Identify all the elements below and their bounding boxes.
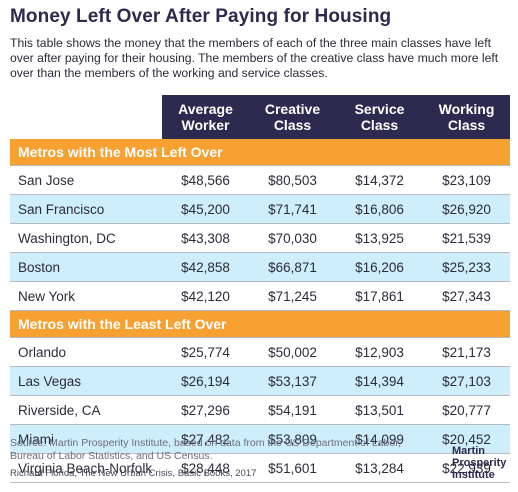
value-cell: $42,120 <box>162 281 249 311</box>
value-cell: $14,099 <box>336 424 423 454</box>
table-row: Las Vegas $26,194 $53,137 $14,394 $27,103 <box>10 366 510 396</box>
value-cell: $42,858 <box>162 252 249 282</box>
metro-name-cell: San Francisco <box>10 194 162 224</box>
value-cell: $53,137 <box>249 366 336 396</box>
table-row: New York $42,120 $71,245 $17,861 $27,343 <box>10 281 510 311</box>
table-row: San Francisco $45,200 $71,741 $16,806 $26,92… <box>10 194 510 224</box>
table-row: Washington, DC $43,308 $70,030 $13,925 $21,5… <box>10 223 510 253</box>
value-cell: $27,482 <box>162 424 249 454</box>
metro-name-cell: Boston <box>10 252 162 282</box>
table-row: Miami $27,482 $53,809 $14,099 $20,452 <box>10 424 510 454</box>
metro-name-cell: Orlando <box>10 337 162 367</box>
value-cell: $48,566 <box>162 165 249 195</box>
section-label: Metros with the Most Left Over <box>10 139 510 166</box>
value-cell: $14,372 <box>336 165 423 195</box>
value-cell: $23,109 <box>423 165 510 195</box>
table-body: Metros with the Most Left Over San Jose $4… <box>10 139 510 483</box>
metro-name-cell: Miami <box>10 424 162 454</box>
value-cell: $21,539 <box>423 223 510 253</box>
table-row: Virginia Beach-Norfolk $28,448 $51,601 $13,… <box>10 453 510 483</box>
value-cell: $26,920 <box>423 194 510 224</box>
value-cell: $54,191 <box>249 395 336 425</box>
section-header-row: Metros with the Least Left Over <box>10 310 510 338</box>
page-subtitle: This table shows the money that the memb… <box>10 36 499 80</box>
section-header-row: Metros with the Most Left Over <box>10 139 510 166</box>
column-header-service-class: Service Class <box>336 95 423 139</box>
metro-name-cell: Las Vegas <box>10 366 162 396</box>
value-cell: $80,503 <box>249 165 336 195</box>
value-cell: $12,903 <box>336 337 423 367</box>
page-title: Money Left Over After Paying for Housing <box>10 6 392 27</box>
value-cell: $21,173 <box>423 337 510 367</box>
value-cell: $25,233 <box>423 252 510 282</box>
value-cell: $13,501 <box>336 395 423 425</box>
logo-line: Martin <box>452 445 485 457</box>
value-cell: $71,245 <box>249 281 336 311</box>
metro-name-cell: San Jose <box>10 165 162 195</box>
value-cell: $17,861 <box>336 281 423 311</box>
value-cell: $27,343 <box>423 281 510 311</box>
column-header-working-class: Working Class <box>423 95 510 139</box>
table-row: Orlando $25,774 $50,002 $12,903 $21,173 <box>10 337 510 367</box>
value-cell: $28,448 <box>162 453 249 483</box>
value-cell: $70,030 <box>249 223 336 253</box>
value-cell: $27,296 <box>162 395 249 425</box>
table-row: Boston $42,858 $66,871 $16,206 $25,233 <box>10 252 510 282</box>
logo-line: Prosperity <box>452 457 507 469</box>
value-cell: $13,284 <box>336 453 423 483</box>
metro-name-cell: New York <box>10 281 162 311</box>
value-cell: $20,777 <box>423 395 510 425</box>
value-cell: $20,452 <box>423 424 510 454</box>
value-cell: $51,601 <box>249 453 336 483</box>
header-blank-cell <box>10 95 162 139</box>
value-cell: $43,308 <box>162 223 249 253</box>
metro-name-cell: Riverside, CA <box>10 395 162 425</box>
value-cell: $50,002 <box>249 337 336 367</box>
column-header-average-worker: Average Worker <box>162 95 249 139</box>
metro-name-cell: Washington, DC <box>10 223 162 253</box>
value-cell: $26,194 <box>162 366 249 396</box>
column-header-creative-class: Creative Class <box>249 95 336 139</box>
institute-logo: Martin Prosperity Institute <box>452 445 506 481</box>
value-cell: $66,871 <box>249 252 336 282</box>
logo-line: Institute <box>452 469 495 481</box>
table-row: Riverside, CA $27,296 $54,191 $13,501 $20,77… <box>10 395 510 425</box>
value-cell: $13,925 <box>336 223 423 253</box>
value-cell: $45,200 <box>162 194 249 224</box>
value-cell: $16,206 <box>336 252 423 282</box>
value-cell: $27,103 <box>423 366 510 396</box>
section-label: Metros with the Least Left Over <box>10 310 510 338</box>
metro-name-cell: Virginia Beach-Norfolk <box>10 453 162 483</box>
credit-note: Richard Florida, The New Urban Crisis, B… <box>10 468 257 479</box>
value-cell: $53,809 <box>249 424 336 454</box>
data-table: Average Worker Creative Class Service Cl… <box>10 95 510 483</box>
source-note: Source: Martin Prosperity Institute, bas… <box>10 437 402 462</box>
table-header-row: Average Worker Creative Class Service Cl… <box>10 95 510 139</box>
data-table-container: Average Worker Creative Class Service Cl… <box>10 95 510 483</box>
value-cell: $22,939 <box>423 453 510 483</box>
value-cell: $25,774 <box>162 337 249 367</box>
table-row: San Jose $48,566 $80,503 $14,372 $23,109 <box>10 165 510 195</box>
value-cell: $71,741 <box>249 194 336 224</box>
value-cell: $14,394 <box>336 366 423 396</box>
value-cell: $16,806 <box>336 194 423 224</box>
